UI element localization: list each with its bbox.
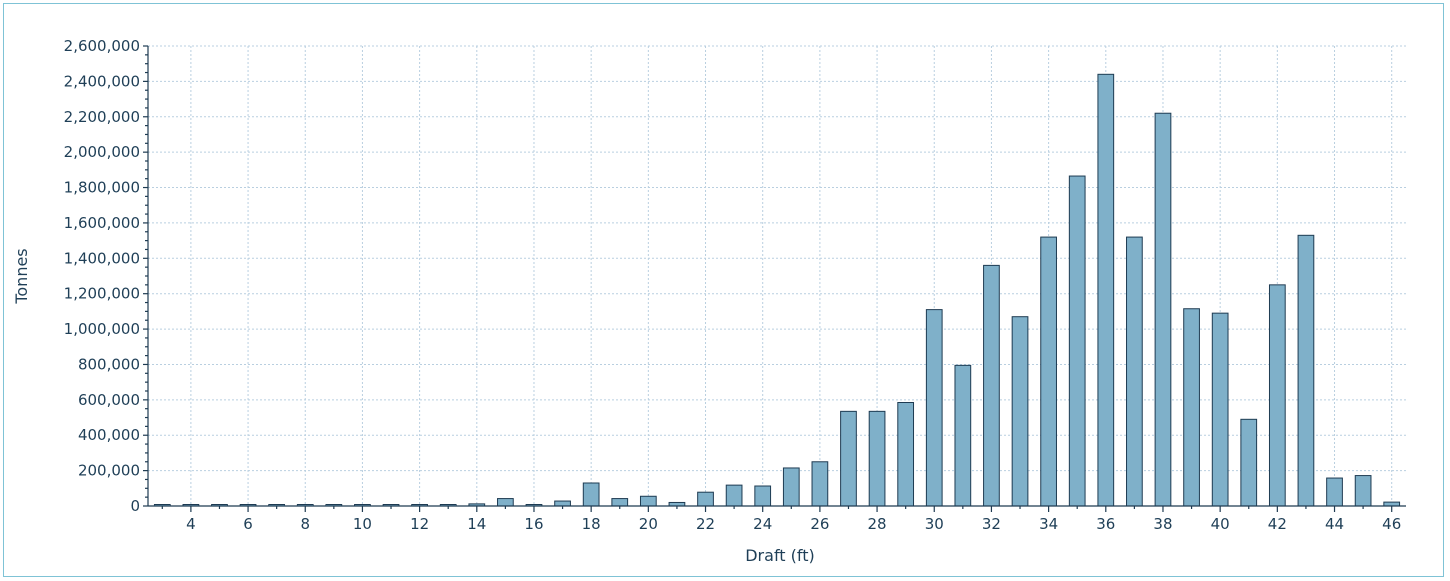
bar	[1183, 308, 1200, 507]
bar	[1154, 112, 1172, 507]
x-tick-label: 20	[639, 515, 658, 533]
y-tick-label: 200,000	[78, 462, 140, 480]
y-tick-label: 2,400,000	[64, 72, 140, 90]
y-tick-labels: 0 200,000 400,000 600,000 800,000 1,000,000 1,…	[64, 37, 140, 515]
bar	[1211, 312, 1229, 507]
bar	[639, 495, 657, 507]
x-tick-label: 4	[186, 515, 196, 533]
x-tick-label: 38	[1153, 515, 1172, 533]
bar	[782, 467, 800, 507]
bar	[582, 482, 600, 507]
x-tick-label: 14	[467, 515, 486, 533]
x-tick-label: 6	[243, 515, 253, 533]
bar	[1040, 236, 1057, 507]
x-tick-label: 16	[524, 515, 543, 533]
bar	[497, 498, 514, 507]
y-tick-label: 2,200,000	[64, 108, 140, 126]
y-tick-label: 1,800,000	[64, 179, 140, 197]
bar	[868, 410, 886, 507]
bar	[897, 402, 915, 507]
bar	[1268, 284, 1286, 507]
bar	[811, 461, 829, 507]
y-tick-label: 400,000	[78, 426, 140, 444]
bar	[983, 264, 1000, 507]
y-axis-title: Tonnes	[12, 248, 31, 304]
x-tick-label: 30	[925, 515, 944, 533]
x-tick-label: 26	[810, 515, 829, 533]
x-tick-label: 46	[1382, 515, 1401, 533]
y-tick-label: 1,200,000	[64, 285, 140, 303]
bar	[840, 410, 857, 507]
bar	[697, 491, 714, 507]
bar	[1240, 418, 1258, 507]
y-tick-label: 2,000,000	[64, 143, 140, 161]
y-tick-label: 1,600,000	[64, 214, 140, 232]
bar	[1354, 475, 1372, 507]
bar	[554, 500, 571, 507]
chart-frame	[3, 3, 1444, 577]
bar	[1297, 234, 1315, 507]
x-tick-label: 10	[353, 515, 372, 533]
x-tick-label: 40	[1211, 515, 1230, 533]
bar	[1126, 236, 1143, 507]
x-tick-label: 22	[696, 515, 715, 533]
bar	[954, 364, 972, 507]
bar	[925, 309, 943, 507]
bar	[725, 484, 743, 507]
x-tick-label: 34	[1039, 515, 1058, 533]
y-tick-label: 2,600,000	[64, 37, 140, 55]
bar	[1326, 477, 1343, 507]
bar	[611, 498, 629, 507]
x-tick-label: 28	[868, 515, 887, 533]
y-tick-label: 1,000,000	[64, 320, 140, 338]
bar	[754, 485, 772, 507]
x-tick-label: 32	[982, 515, 1001, 533]
bar	[1097, 73, 1115, 507]
x-tick-labels: 4 6 8 10 12 14 16 18 20 22 24 26 28 30 32 34 36 38 40 42 44 4…	[186, 515, 1401, 533]
y-tick-label: 800,000	[78, 355, 140, 373]
y-tick-label: 600,000	[78, 391, 140, 409]
bar	[1011, 316, 1029, 507]
y-tick-label: 1,400,000	[64, 249, 140, 267]
x-tick-label: 8	[300, 515, 310, 533]
x-tick-label: 18	[582, 515, 601, 533]
x-tick-label: 12	[410, 515, 429, 533]
x-tick-label: 36	[1096, 515, 1115, 533]
bar	[1068, 175, 1086, 507]
x-tick-label: 42	[1268, 515, 1287, 533]
axes	[143, 45, 1406, 512]
x-tick-label: 44	[1325, 515, 1344, 533]
bars	[153, 73, 1401, 507]
x-tick-label: 24	[753, 515, 772, 533]
x-axis-title: Draft (ft)	[745, 546, 815, 565]
y-tick-label: 0	[130, 497, 140, 515]
